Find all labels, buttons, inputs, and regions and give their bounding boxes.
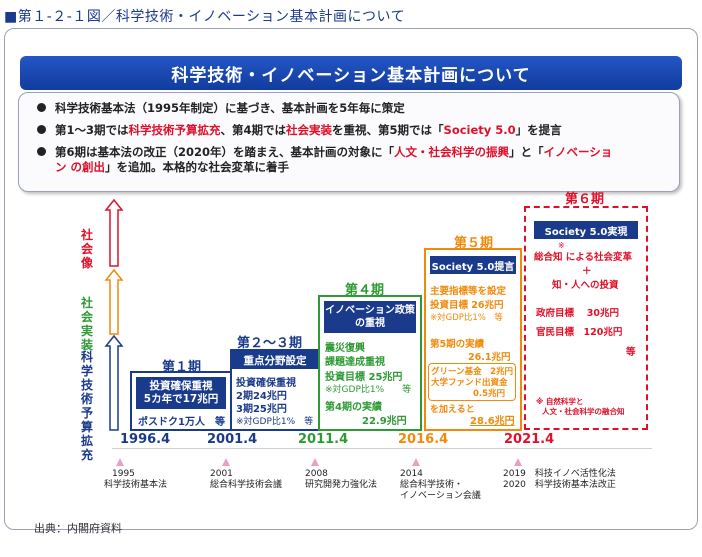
timeline-tick-icon (311, 458, 319, 466)
timeline-tick-icon (514, 458, 522, 466)
period-4-line-2: 課題達成重視 (325, 357, 385, 368)
period-5-line-4: 第5期の実績 (430, 339, 485, 350)
period-2-3-line-1: 投資確保重視 (236, 378, 296, 389)
bullet-3-highlight-innovation-2: ン の創出 (55, 160, 106, 174)
note-1995-year: 1995 (112, 469, 135, 479)
timeline-tick-icon (412, 458, 420, 466)
banner-title: 科学技術・イノベーション基本計画について (20, 56, 682, 90)
period-5-fund-box: グリーン基金 2兆円 大学ファンド出資金 0.5兆円 (428, 363, 516, 401)
period-6-line-4: 政府目標 30兆円 (536, 308, 620, 319)
bullet-1-text: 科学技術基本法（1995年制定）に基づき、基本計画を5年毎に策定 (55, 101, 405, 115)
bullet-box: 科学技術基本法（1995年制定）に基づき、基本計画を5年毎に策定 第1～3期では… (18, 92, 680, 192)
period-6-mark: ※ (558, 241, 565, 250)
period-5-line-9: を加えると (430, 405, 475, 415)
period-4-label: 第４期 (345, 283, 385, 298)
period-5-line-6: グリーン基金 2兆円 (431, 367, 513, 377)
source-note: 出典：内閣府資料 (34, 522, 122, 535)
timeline-line (112, 448, 652, 449)
bullet-2-text-b: 、第4期では (220, 123, 287, 137)
timeline-tick-icon (116, 458, 124, 466)
period-4-line-3: 投資目標 25兆円 (325, 372, 403, 383)
period-2-3-line-4: ※対GDP比1% 等 (236, 417, 314, 427)
period-1-header: 投資確保重視 5カ年で17兆円 (136, 377, 226, 409)
period-4-line-4: ※対GDP比1% 等 (325, 385, 412, 395)
orange-arrow-icon (104, 268, 124, 335)
bullet-3-highlight-humanities: 人文・社会科学の振興 (394, 145, 510, 159)
axis-label-budget: 科学技術予算拡充 (80, 350, 93, 462)
note-1995-text: 科学技術基本法 (104, 480, 168, 490)
bullet-3: 第6期は基本法の改正（2020年）を踏まえ、基本計画の対象に「人文・社会科学の振… (37, 145, 667, 175)
bullet-3-highlight-innovation: イノベーショ (543, 145, 613, 159)
period-6-box: Society 5.0実現 ※ 総合知 による社会変革 ＋ 知・人への投資 政府… (524, 206, 648, 430)
year-2001: 2001.4 (207, 432, 258, 447)
period-5-line-8: 0.5兆円 (473, 389, 506, 399)
period-6-line-5: 官民目標 120兆円 (536, 327, 623, 338)
period-4-box: イノベーション政策 の重視 震災復興 課題達成重視 投資目標 25兆円 ※対GD… (318, 295, 422, 431)
bullet-dot-icon (37, 147, 46, 156)
period-5-label: 第５期 (454, 236, 494, 251)
year-2011: 2011.4 (298, 432, 349, 447)
year-1996: 1996.4 (120, 432, 171, 447)
period-5-line-2: 投資目標 26兆円 (430, 300, 504, 311)
bullet-2-text-a: 第1～3期では (55, 123, 129, 137)
period-6-line-1: 総合知 による社会変革 (534, 252, 633, 263)
period-6-line-8: 人文・社会科学の融合知 (542, 407, 625, 416)
bullet-dot-icon (37, 125, 46, 134)
note-2014-year: 2014 (400, 469, 423, 479)
period-4-line-1: 震災復興 (325, 343, 365, 354)
period-4-line-5: 第4期の実績 (325, 402, 382, 413)
period-5-line-7: 大学ファンド出資金 (431, 378, 508, 388)
bullet-2-highlight-social: 社会実装 (286, 123, 333, 137)
bullet-3-text-c: 」を追加。本格的な社会変革に着手 (105, 160, 290, 174)
period-2-3-box: 重点分野設定 投資確保重視 2期24兆円 3期25兆円 ※対GDP比1% 等 (230, 349, 320, 431)
bullet-3-text-b: 」と「 (509, 145, 544, 159)
bullet-2-text-c: を重視、第5期では「 (332, 123, 444, 137)
timeline-tick-icon (222, 458, 230, 466)
figure-title: ■第１-２-１図／科学技術・イノベーション基本計画について (4, 9, 406, 25)
period-6-line-6: 等 (626, 347, 636, 358)
period-5-line-3: ※対GDP比1% 等 (430, 313, 503, 323)
note-2008-text: 研究開発力強化法 (305, 480, 378, 490)
period-4-header: イノベーション政策 の重視 (324, 301, 416, 333)
note-2019: 2019 科技イノベ活性化法 (503, 469, 616, 479)
period-6-line-7: ※ 自然科学と (536, 397, 584, 406)
year-2016: 2016.4 (398, 432, 449, 447)
axis-arrows (104, 198, 124, 431)
note-2014-text: 総合科学技術・ イノベーション会議 (400, 480, 481, 501)
bullet-1: 科学技術基本法（1995年制定）に基づき、基本計画を5年毎に策定 (37, 101, 405, 116)
period-1-note: ポスドク1万人 等 (138, 417, 225, 428)
period-2-3-header: 重点分野設定 (232, 351, 318, 369)
period-5-line-10: 28.6兆円 (470, 416, 515, 427)
period-4-line-6: 22.9兆円 (362, 416, 407, 427)
bullet-2-highlight-budget: 科学技術予算拡充 (128, 123, 221, 137)
note-2008-year: 2008 (305, 469, 328, 479)
bullet-2-highlight-society: Society 5.0 (443, 123, 516, 137)
period-5-line-1: 主要指標等を設定 (430, 286, 507, 297)
period-6-line-2: ＋ (582, 266, 592, 277)
period-2-3-line-2: 2期24兆円 (236, 391, 287, 402)
bullet-dot-icon (37, 103, 46, 112)
bullet-2-text-d: 」を提言 (515, 123, 562, 137)
period-5-header: Society 5.0提言 (430, 256, 516, 274)
period-6-header: Society 5.0実現 (534, 221, 638, 239)
period-2-3-label: 第２～３期 (237, 336, 303, 351)
bullet-3-text-a: 第6期は基本法の改正（2020年）を踏まえ、基本計画の対象に「 (55, 145, 395, 159)
period-6-line-3: 知・人への投資 (552, 280, 619, 291)
bullet-2: 第1～3期では科学技術予算拡充、第4期では社会実装を重視、第5期では「Socie… (37, 123, 562, 138)
axis-label-society: 社会像 (80, 228, 93, 270)
note-2020: 2020 科学技術基本法改正 (503, 480, 616, 490)
period-5-box: Society 5.0提言 主要指標等を設定 投資目標 26兆円 ※対GDP比1… (424, 248, 522, 431)
note-2001-text: 総合科学技術会議 (210, 480, 283, 490)
year-2021: 2021.4 (504, 432, 555, 447)
red-arrow-icon (104, 198, 124, 267)
period-2-3-line-3: 3期25兆円 (236, 404, 287, 415)
period-5-line-5: 26.1兆円 (468, 352, 511, 363)
axis-label-implementation: 社会実装 (80, 296, 93, 352)
note-2001-year: 2001 (210, 469, 233, 479)
period-6-label: 第６期 (565, 192, 605, 207)
period-1-box: 投資確保重視 5カ年で17兆円 ポスドク1万人 等 (130, 371, 232, 431)
navy-arrow-icon (104, 334, 124, 431)
